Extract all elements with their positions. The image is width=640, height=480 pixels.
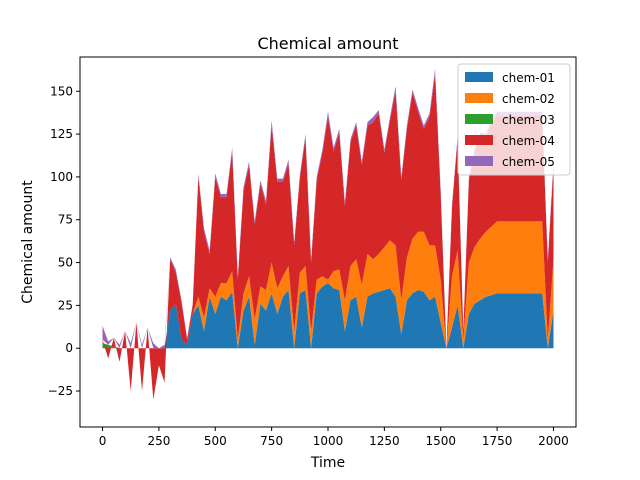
y-tick-label: 25 [58, 298, 73, 312]
x-tick-label: 2000 [538, 434, 569, 448]
y-tick-label: 0 [65, 341, 73, 355]
x-tick-label: 1750 [482, 434, 513, 448]
legend-label-2: chem-02 [502, 92, 555, 106]
y-tick-label: 50 [58, 256, 73, 270]
legend-swatch-5 [465, 156, 493, 166]
y-axis-label: Chemical amount [20, 180, 36, 304]
legend-frame [457, 63, 571, 176]
legend-swatch-2 [465, 93, 493, 103]
legend-label-4: chem-04 [502, 134, 555, 148]
x-tick-label: 1500 [425, 434, 456, 448]
y-axis: −25 0 25 50 75 100 125 150 [48, 84, 80, 398]
legend-label-1: chem-01 [502, 71, 555, 85]
x-axis-label: Time [310, 455, 345, 471]
legend-label-5: chem-05 [502, 155, 555, 169]
y-tick-label: 150 [50, 84, 73, 98]
area-series-4 [102, 74, 554, 400]
y-tick-label: 125 [50, 127, 73, 141]
y-tick-label: −25 [48, 384, 73, 398]
x-tick-label: 1250 [369, 434, 400, 448]
x-tick-label: 500 [204, 434, 227, 448]
y-tick-label: 75 [58, 213, 73, 227]
x-axis: 0 250 500 750 1000 1250 1500 1750 2000 [99, 427, 569, 448]
legend: chem-01 chem-02 chem-03 chem-04 chem-05 [457, 63, 571, 176]
legend-swatch-3 [465, 114, 493, 124]
legend-swatch-4 [465, 135, 493, 145]
legend-label-3: chem-03 [502, 113, 555, 127]
x-tick-label: 750 [260, 434, 283, 448]
x-tick-label: 0 [99, 434, 107, 448]
area-series-1 [102, 283, 554, 349]
legend-swatch-1 [465, 72, 493, 82]
x-tick-label: 250 [147, 434, 170, 448]
chart-title: Chemical amount [257, 34, 398, 53]
area-series-2 [102, 221, 554, 349]
y-tick-label: 100 [50, 170, 73, 184]
series-layer [102, 69, 554, 400]
x-tick-label: 1000 [313, 434, 344, 448]
